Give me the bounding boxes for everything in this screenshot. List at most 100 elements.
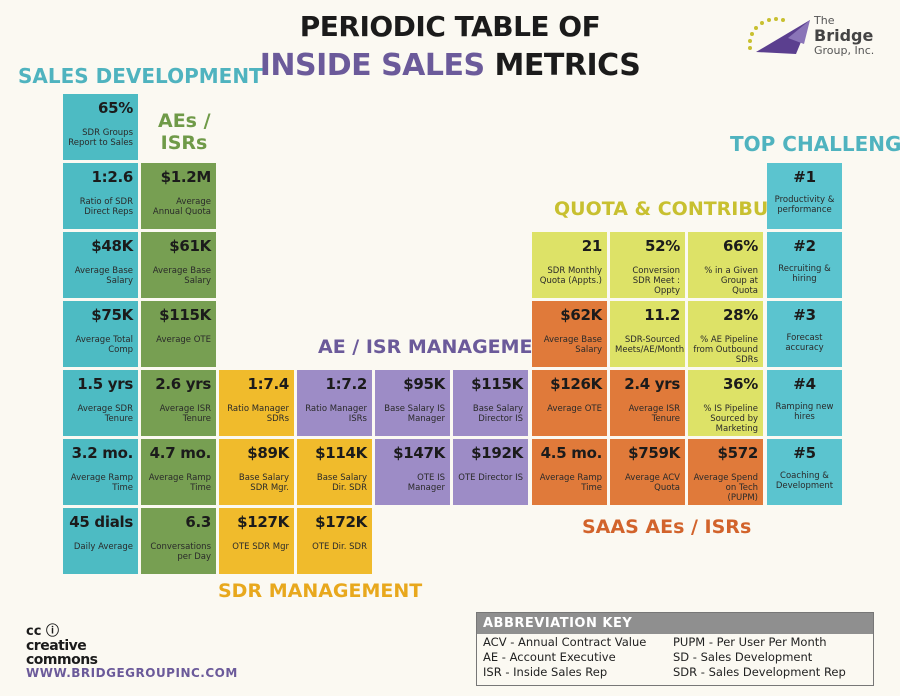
logo-line-2: Bridge <box>814 26 874 45</box>
key-row-sd: SD - Sales Development <box>673 650 813 664</box>
section-saas: SAAS AEs / ISRs <box>582 516 752 538</box>
tile-value: 65% <box>97 99 133 117</box>
tile-value: 52% <box>644 237 680 255</box>
tile-saas-ramp-time: 4.5 mo. Average Ramp Time <box>532 439 607 505</box>
tile-label: Average Ramp Time <box>70 473 133 493</box>
tile-sdr-tenure: 1.5 yrs Average SDR Tenure <box>63 370 138 436</box>
tile-label: Average Ramp Time <box>539 473 602 493</box>
section-ae-isr-management: AE / ISR MANAGEMENT <box>318 336 562 358</box>
key-row-sdr: SDR - Sales Development Rep <box>673 665 846 679</box>
tile-label: Ratio Manager ISRs <box>305 404 367 424</box>
tile-label: Forecast accuracy <box>785 333 824 353</box>
tile-label: Average Base Salary <box>543 335 602 355</box>
website-link[interactable]: WWW.BRIDGEGROUPINC.COM <box>26 666 238 680</box>
tile-conversion-sdr-meet-oppty: 52% Conversion SDR Meet : Oppty <box>610 232 685 298</box>
key-row-acv: ACV - Annual Contract Value <box>483 635 647 649</box>
tile-value: 2.6 yrs <box>155 375 211 393</box>
tile-value: $115K <box>159 306 211 324</box>
section-aes-isrs-2: ISRs <box>160 132 208 154</box>
section-sdr-management: SDR MANAGEMENT <box>218 580 423 602</box>
section-top-challenges: TOP CHALLENGES <box>730 132 900 156</box>
tile-value: 1:7.2 <box>325 375 367 393</box>
tile-label: SDR-Sourced Meets/AE/Month <box>615 335 685 355</box>
tile-label: Average ISR Tenure <box>159 404 211 424</box>
abbreviation-key-heading: ABBREVIATION KEY <box>477 613 873 634</box>
tile-group-at-quota: 66% % in a Given Group at Quota <box>688 232 763 298</box>
tile-value: $48K <box>91 237 133 255</box>
creative-commons-logo: cc ⓘ creative commons <box>26 620 146 667</box>
tile-value: 1:7.4 <box>247 375 289 393</box>
tile-sdr-ramp-time: 3.2 mo. Average Ramp Time <box>63 439 138 505</box>
tile-label: Daily Average <box>73 542 133 552</box>
tile-value: 1:2.6 <box>91 168 133 186</box>
tile-value: $115K <box>471 375 523 393</box>
logo-text: The Bridge Group, Inc. <box>814 14 874 57</box>
title-highlight: INSIDE SALES <box>259 48 485 83</box>
tile-sdr-base-salary: $48K Average Base Salary <box>63 232 138 298</box>
tile-ae-ote: $115K Average OTE <box>141 301 216 367</box>
tile-value: $192K <box>471 444 523 462</box>
tile-label: Productivity & performance <box>774 195 835 215</box>
tile-sdr-groups-report-to-sales: 65% SDR Groups Report to Sales <box>63 94 138 160</box>
tile-value: $1.2M <box>160 168 212 186</box>
tile-label: Average Annual Quota <box>152 197 211 217</box>
tile-challenge-5: #5 Coaching & Development <box>767 439 842 505</box>
tile-sdr-mgr-base-salary: $89K Base Salary SDR Mgr. <box>219 439 294 505</box>
tile-label: Base Salary SDR Mgr. <box>238 473 289 493</box>
tile-dir-sdr-base-salary: $114K Base Salary Dir. SDR <box>297 439 372 505</box>
tile-label: % AE Pipeline from Outbound SDRs <box>693 335 758 365</box>
tile-label: SDR Groups Report to Sales <box>68 128 133 148</box>
cc-icon: cc ⓘ <box>26 624 59 639</box>
tile-label: Average ACV Quota <box>624 473 680 493</box>
tile-is-manager-ote: $147K OTE IS Manager <box>375 439 450 505</box>
tile-value: 2.4 yrs <box>624 375 680 393</box>
tile-label: Average ISR Tenure <box>628 404 680 424</box>
tile-ae-base-salary: $61K Average Base Salary <box>141 232 216 298</box>
tile-sdr-monthly-quota: 21 SDR Monthly Quota (Appts.) <box>532 232 607 298</box>
tile-value: 36% <box>722 375 758 393</box>
logo-line-3: Group, Inc. <box>814 44 875 57</box>
tile-label: Base Salary Dir. SDR <box>316 473 367 493</box>
logo-line-1: The <box>814 14 835 27</box>
tile-value: 1.5 yrs <box>77 375 133 393</box>
tile-challenge-3: #3 Forecast accuracy <box>767 301 842 367</box>
tile-value: $95K <box>403 375 445 393</box>
section-aes-isrs-1: AEs / <box>158 110 211 132</box>
tile-ae-ramp-time: 4.7 mo. Average Ramp Time <box>141 439 216 505</box>
tile-label: SDR Monthly Quota (Appts.) <box>539 266 602 286</box>
tile-label: Average OTE <box>547 404 602 414</box>
tile-director-is-base-salary: $115K Base Salary Director IS <box>453 370 528 436</box>
tile-value: #4 <box>793 375 816 393</box>
tile-label: Conversion SDR Meet : Oppty <box>632 266 680 296</box>
key-row-ae: AE - Account Executive <box>483 650 616 664</box>
tile-label: Conversations per Day <box>150 542 211 562</box>
tile-label: % IS Pipeline Sourced by Marketing <box>703 404 758 434</box>
tile-label: Average Base Salary <box>74 266 133 286</box>
tile-value: 4.7 mo. <box>149 444 212 462</box>
tile-value: $75K <box>91 306 133 324</box>
tile-value: $114K <box>315 444 367 462</box>
tile-ae-pipeline-outbound: 28% % AE Pipeline from Outbound SDRs <box>688 301 763 367</box>
key-row-isr: ISR - Inside Sales Rep <box>483 665 608 679</box>
tile-value: 11.2 <box>644 306 680 324</box>
tile-value: $89K <box>247 444 289 462</box>
tile-conversations-per-day: 6.3 Conversations per Day <box>141 508 216 574</box>
tile-value: 28% <box>722 306 758 324</box>
tile-saas-ote: $126K Average OTE <box>532 370 607 436</box>
tile-daily-dials: 45 dials Daily Average <box>63 508 138 574</box>
tile-saas-base-salary: $62K Average Base Salary <box>532 301 607 367</box>
bridge-group-logo-icon <box>748 17 810 54</box>
title-line-1: PERIODIC TABLE OF <box>299 10 601 43</box>
tile-sdr-total-comp: $75K Average Total Comp <box>63 301 138 367</box>
tile-value: #3 <box>793 306 816 324</box>
tile-label: Ratio Manager SDRs <box>227 404 289 424</box>
tile-is-pipeline-marketing: 36% % IS Pipeline Sourced by Marketing <box>688 370 763 436</box>
tile-label: Ratio of SDR Direct Reps <box>79 197 133 217</box>
title-line-2: INSIDE SALES METRICS <box>0 48 900 83</box>
tile-value: 66% <box>722 237 758 255</box>
tile-value: $62K <box>560 306 602 324</box>
tile-label: OTE IS Manager <box>407 473 445 493</box>
tile-value: $572 <box>717 444 758 462</box>
cc-line-2: commons <box>26 652 98 668</box>
tile-label: Average SDR Tenure <box>77 404 133 424</box>
